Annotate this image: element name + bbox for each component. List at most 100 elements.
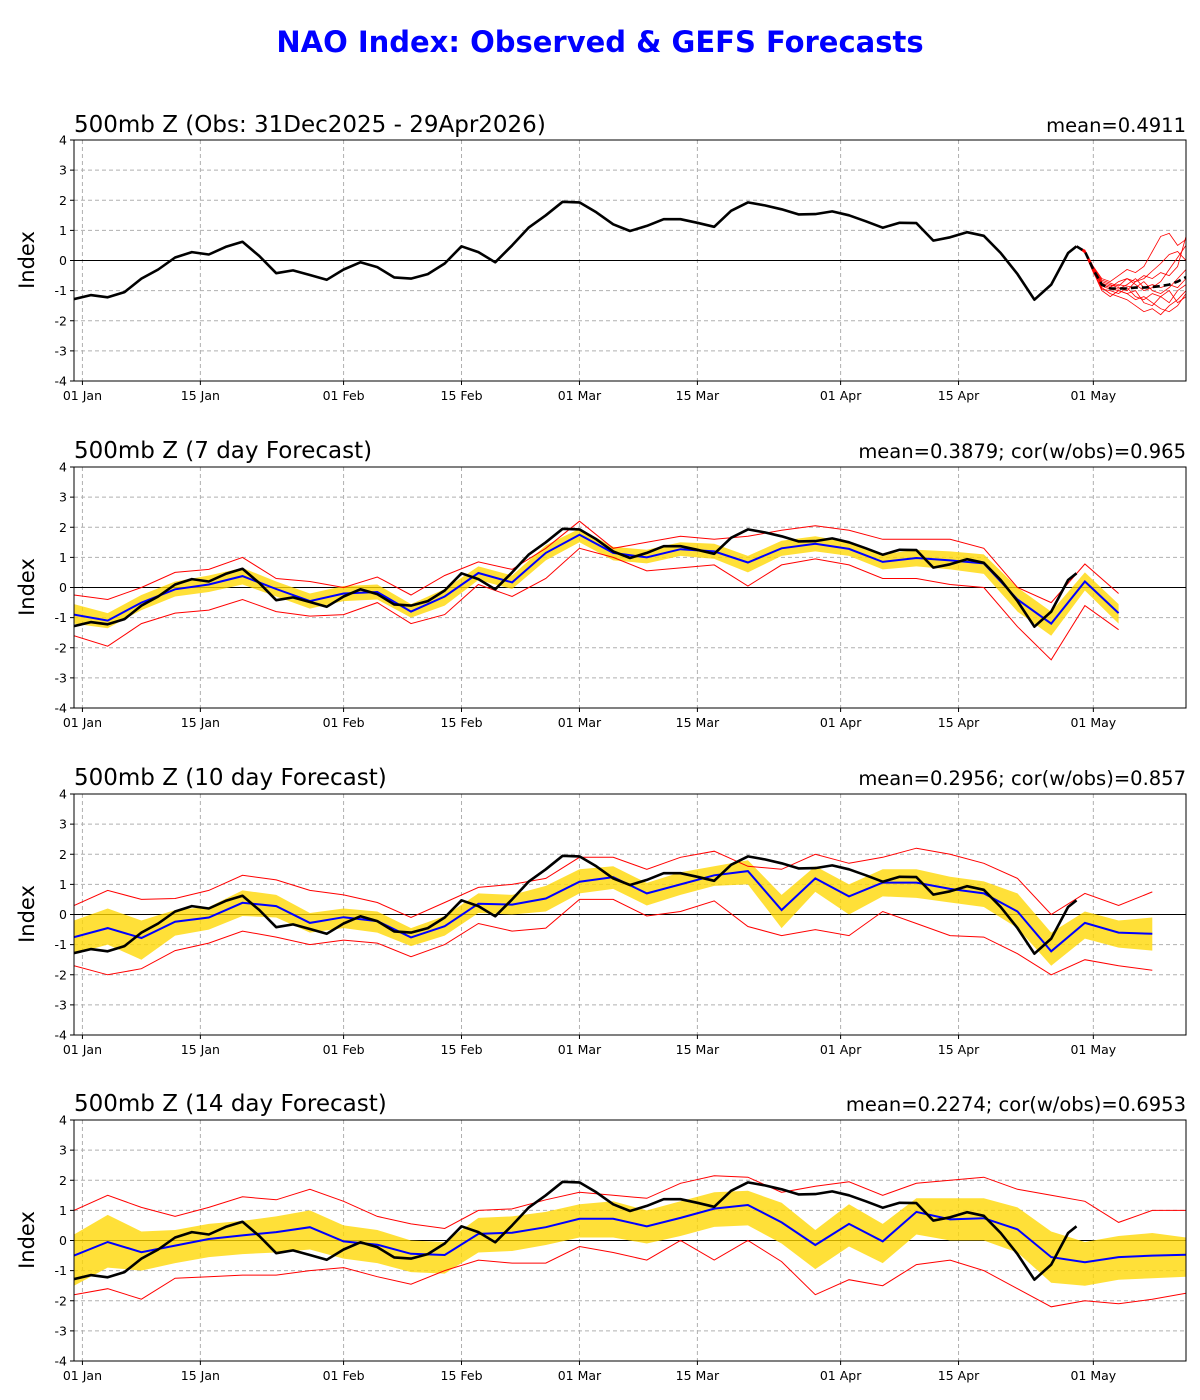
y-axis-label: Index — [15, 231, 39, 289]
y-tick-label: 4 — [59, 460, 67, 475]
plot-frame — [73, 793, 1187, 1036]
y-tick-label: 1 — [59, 1203, 67, 1218]
x-tick-label: 01 May — [1070, 1368, 1116, 1383]
panel-stats: mean=0.2956; cor(w/obs)=0.857 — [858, 767, 1186, 790]
x-tick-label: 01 Mar — [558, 388, 602, 403]
ensemble-member-line — [1076, 245, 1186, 287]
y-tick-label: 0 — [59, 253, 67, 268]
y-tick-label: 1 — [59, 223, 67, 238]
ensemble-mean-line — [74, 533, 1120, 625]
y-tick-label: -1 — [55, 610, 67, 625]
y-tick-label: 3 — [59, 1143, 67, 1158]
x-tick-label: 15 Apr — [938, 1368, 980, 1383]
y-tick-label: 2 — [59, 193, 67, 208]
panel-14day-forecast: 500mb Z (14 day Forecast) mean=0.2274; c… — [15, 1091, 1187, 1383]
x-tick-label: 15 Jan — [181, 1042, 220, 1057]
x-tick-label: 15 Feb — [441, 715, 483, 730]
y-tick-label: 2 — [59, 520, 67, 535]
y-tick-label: 0 — [59, 907, 67, 922]
panel-stats: mean=0.4911 — [1046, 114, 1186, 137]
spread-band — [74, 1190, 1186, 1286]
observed-line — [74, 1180, 1078, 1281]
panel-stats: mean=0.3879; cor(w/obs)=0.965 — [858, 440, 1186, 463]
x-tick-label: 15 Mar — [676, 388, 720, 403]
x-tick-label: 01 Jan — [63, 388, 102, 403]
x-tick-label: 15 Jan — [181, 1368, 220, 1383]
y-tick-label: -1 — [55, 1263, 67, 1278]
y-tick-label: 3 — [59, 817, 67, 832]
x-tick-label: 15 Mar — [676, 1368, 720, 1383]
panel-title: 500mb Z (Obs: 31Dec2025 - 29Apr2026) — [74, 112, 546, 138]
panel-title: 500mb Z (14 day Forecast) — [74, 1091, 387, 1117]
y-tick-label: 4 — [59, 133, 67, 148]
ensemble-member-line — [1076, 232, 1186, 283]
panel-title: 500mb Z (10 day Forecast) — [74, 765, 387, 791]
observed-line — [74, 200, 1078, 302]
plot-frame — [73, 139, 1187, 382]
x-tick-label: 01 Feb — [323, 1368, 365, 1383]
y-tick-label: -4 — [55, 374, 68, 389]
x-tick-label: 01 May — [1070, 1042, 1116, 1057]
x-tick-label: 01 Apr — [820, 715, 862, 730]
x-tick-label: 15 Apr — [938, 388, 980, 403]
x-tick-label: 01 Apr — [820, 388, 862, 403]
x-tick-label: 15 Feb — [441, 1042, 483, 1057]
ensemble-min-line — [74, 898, 1153, 976]
ensemble-mean-line — [74, 1203, 1186, 1264]
x-tick-label: 01 May — [1070, 715, 1116, 730]
x-tick-label: 01 Apr — [820, 1368, 862, 1383]
x-tick-label: 15 Jan — [181, 388, 220, 403]
y-tick-label: 4 — [59, 1113, 67, 1128]
ensemble-member-line — [1076, 245, 1186, 307]
y-tick-label: 2 — [59, 1173, 67, 1188]
y-tick-label: 3 — [59, 163, 67, 178]
x-tick-label: 15 Jan — [181, 715, 220, 730]
panel-observed: 500mb Z (Obs: 31Dec2025 - 29Apr2026) mea… — [15, 112, 1187, 403]
y-tick-label: 3 — [59, 490, 67, 505]
observed-line — [74, 527, 1078, 629]
x-tick-label: 15 Mar — [676, 1042, 720, 1057]
y-axis-label: Index — [15, 885, 39, 943]
plot-area — [74, 1175, 1186, 1308]
x-tick-label: 15 Feb — [441, 388, 483, 403]
x-tick-label: 01 Jan — [63, 715, 102, 730]
panel-10day-forecast: 500mb Z (10 day Forecast) mean=0.2956; c… — [15, 765, 1187, 1057]
plot-area — [74, 847, 1153, 976]
ensemble-mean-dashed-line — [1075, 245, 1186, 290]
y-tick-label: 1 — [59, 877, 67, 892]
panel-stats: mean=0.2274; cor(w/obs)=0.6953 — [846, 1093, 1186, 1116]
y-tick-label: -2 — [55, 967, 67, 982]
x-tick-label: 01 Jan — [63, 1042, 102, 1057]
y-tick-label: 1 — [59, 550, 67, 565]
plot-frame — [73, 1119, 1187, 1362]
y-tick-label: -1 — [55, 283, 67, 298]
y-tick-label: -4 — [55, 1028, 68, 1043]
y-tick-label: -2 — [55, 1293, 67, 1308]
x-tick-label: 15 Mar — [676, 715, 720, 730]
plot-frame — [73, 466, 1187, 709]
y-tick-label: -3 — [55, 997, 67, 1012]
y-tick-label: -1 — [55, 937, 67, 952]
y-tick-label: -3 — [55, 670, 67, 685]
x-tick-label: 01 Mar — [558, 715, 602, 730]
y-axis-label: Index — [15, 558, 39, 616]
y-tick-label: 4 — [59, 787, 67, 802]
ensemble-max-line — [74, 1175, 1186, 1230]
y-tick-label: -3 — [55, 1323, 67, 1338]
x-tick-label: 15 Feb — [441, 1368, 483, 1383]
y-tick-label: -2 — [55, 313, 67, 328]
ensemble-max-line — [74, 847, 1153, 919]
x-tick-label: 01 Mar — [558, 1042, 602, 1057]
x-tick-label: 15 Apr — [938, 1042, 980, 1057]
ensemble-min-line — [74, 1239, 1186, 1308]
plot-area — [74, 520, 1120, 661]
x-tick-label: 01 Feb — [323, 715, 365, 730]
panel-title: 500mb Z (7 day Forecast) — [74, 438, 372, 464]
x-tick-label: 01 Feb — [323, 388, 365, 403]
ensemble-member-line — [1076, 236, 1186, 292]
x-tick-label: 01 Mar — [558, 1368, 602, 1383]
spread-band — [74, 528, 1119, 636]
x-tick-label: 15 Apr — [938, 715, 980, 730]
y-tick-label: -2 — [55, 640, 67, 655]
